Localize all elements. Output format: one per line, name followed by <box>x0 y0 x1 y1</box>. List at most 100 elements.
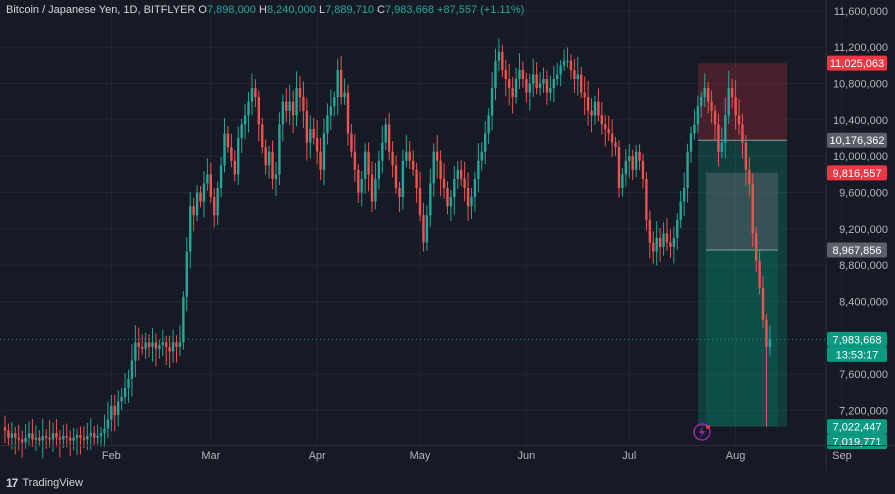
candle <box>106 419 110 429</box>
price-label: 13:53:17 <box>836 349 879 361</box>
x-tick-label: Jul <box>622 450 636 462</box>
candle <box>724 115 727 143</box>
candle <box>542 79 545 84</box>
candle <box>504 69 507 80</box>
candle <box>103 428 106 434</box>
candle <box>261 124 264 148</box>
candle <box>710 101 713 111</box>
price-label-box <box>827 55 887 71</box>
candle <box>353 151 357 170</box>
lightning-icon <box>693 423 711 441</box>
candle <box>473 178 477 198</box>
price-label-box <box>827 331 887 347</box>
candle <box>514 79 518 98</box>
candle <box>411 160 415 170</box>
candle <box>501 51 504 70</box>
candle <box>271 151 274 179</box>
candle <box>429 183 432 216</box>
candle <box>41 435 44 441</box>
candle <box>418 187 422 216</box>
candle <box>566 60 569 62</box>
candle <box>130 360 134 379</box>
x-tick-label: Apr <box>309 450 326 462</box>
candle <box>144 342 147 349</box>
candle <box>336 69 339 98</box>
tradingview-logo-icon[interactable]: 17 <box>6 476 18 490</box>
candle <box>700 97 703 107</box>
candle <box>86 435 89 440</box>
candle <box>401 160 405 198</box>
candle <box>333 97 336 107</box>
candle <box>597 101 600 116</box>
candle <box>449 197 453 207</box>
candle <box>466 187 470 207</box>
candle <box>75 435 79 438</box>
candle <box>195 192 199 216</box>
price-label-box <box>827 419 887 435</box>
price-label: 10,176,362 <box>829 135 884 147</box>
candle <box>470 197 473 207</box>
x-tick-label: Jun <box>517 450 535 462</box>
candle <box>583 92 586 98</box>
candle <box>10 433 14 438</box>
candle <box>381 142 384 161</box>
y-tick-label: 8,800,000 <box>839 260 888 272</box>
candle <box>147 342 151 347</box>
candle <box>137 342 140 347</box>
candle <box>648 219 652 243</box>
price-label-box <box>827 346 887 362</box>
candle <box>384 124 387 143</box>
candle <box>446 187 449 207</box>
candle <box>453 178 456 198</box>
candle <box>590 110 593 116</box>
candle <box>343 92 346 98</box>
candle <box>545 79 549 93</box>
candle <box>44 435 48 438</box>
candle <box>610 133 614 143</box>
candle <box>213 197 216 216</box>
open-label: O <box>198 4 207 16</box>
candle <box>305 110 309 143</box>
open-value: 7,898,000 <box>206 4 256 16</box>
x-tick-label: May <box>410 450 431 462</box>
brand-label[interactable]: TradingView <box>22 477 83 489</box>
candle <box>459 169 463 179</box>
footer: 17 TradingView <box>6 476 83 490</box>
candle <box>192 206 195 216</box>
y-tick-label: 7,600,000 <box>839 369 888 381</box>
candle <box>456 169 459 179</box>
candle <box>562 60 566 66</box>
candle <box>110 405 113 420</box>
candles <box>3 38 772 459</box>
candle <box>576 74 580 80</box>
candle <box>185 251 188 297</box>
candle <box>178 342 182 347</box>
candle <box>689 133 693 152</box>
candle <box>288 101 291 111</box>
candle <box>38 437 41 441</box>
candle <box>730 88 734 98</box>
candle <box>480 151 483 161</box>
candle <box>487 115 490 134</box>
candle <box>703 88 706 98</box>
candle <box>209 174 212 198</box>
price-label: 7,983,668 <box>833 334 882 346</box>
y-tick-label: 10,800,000 <box>833 79 888 91</box>
candle <box>92 433 96 438</box>
y-tick-label: 7,200,000 <box>839 405 888 417</box>
candle <box>641 160 645 179</box>
candle <box>586 97 590 111</box>
candle <box>189 206 192 252</box>
price-label-box <box>827 132 887 148</box>
high-label: H <box>258 4 267 16</box>
candle <box>634 151 638 170</box>
candle <box>521 69 525 80</box>
candle <box>387 124 391 152</box>
lightning-bolt-icon <box>699 426 705 438</box>
candle <box>322 133 326 170</box>
candle <box>720 142 724 152</box>
candle <box>171 342 175 352</box>
candle <box>127 378 130 388</box>
candle <box>569 60 573 70</box>
